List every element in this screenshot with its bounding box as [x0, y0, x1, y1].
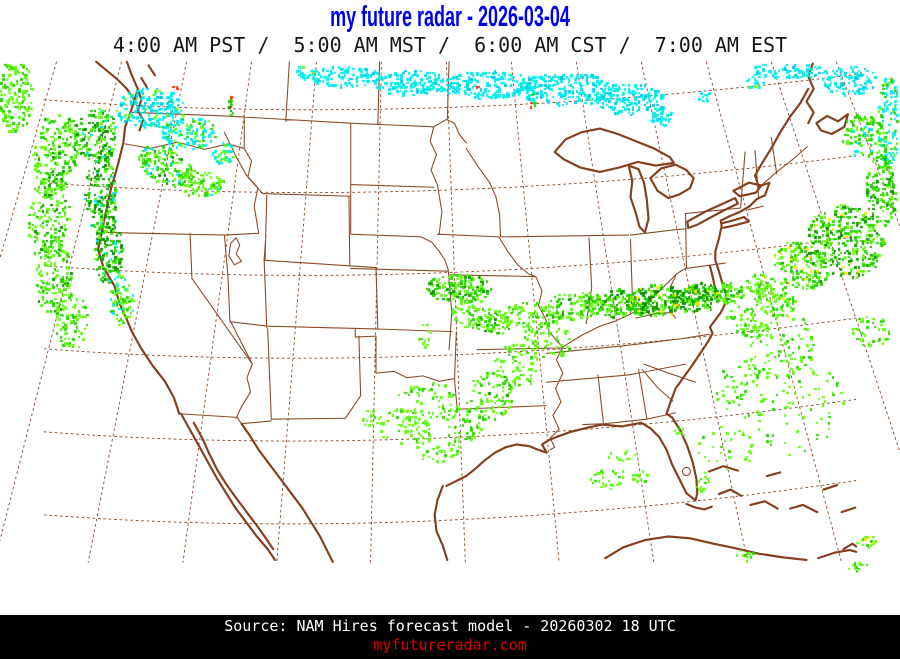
source-text: Source: NAM Hires forecast model - 20260…: [224, 617, 676, 635]
website-watermark: myfutureradar.com: [373, 636, 527, 654]
page-title: my future radar - 2026-03-04: [330, 1, 570, 33]
radar-echo-layer: [0, 60, 900, 615]
us-radar-map: [0, 60, 900, 615]
header: my future radar - 2026-03-04 4:00 AM PST…: [0, 0, 900, 60]
timezone-subtitle: 4:00 AM PST / 5:00 AM MST / 6:00 AM CST …: [112, 33, 788, 57]
source-bar: Source: NAM Hires forecast model - 20260…: [0, 615, 900, 659]
